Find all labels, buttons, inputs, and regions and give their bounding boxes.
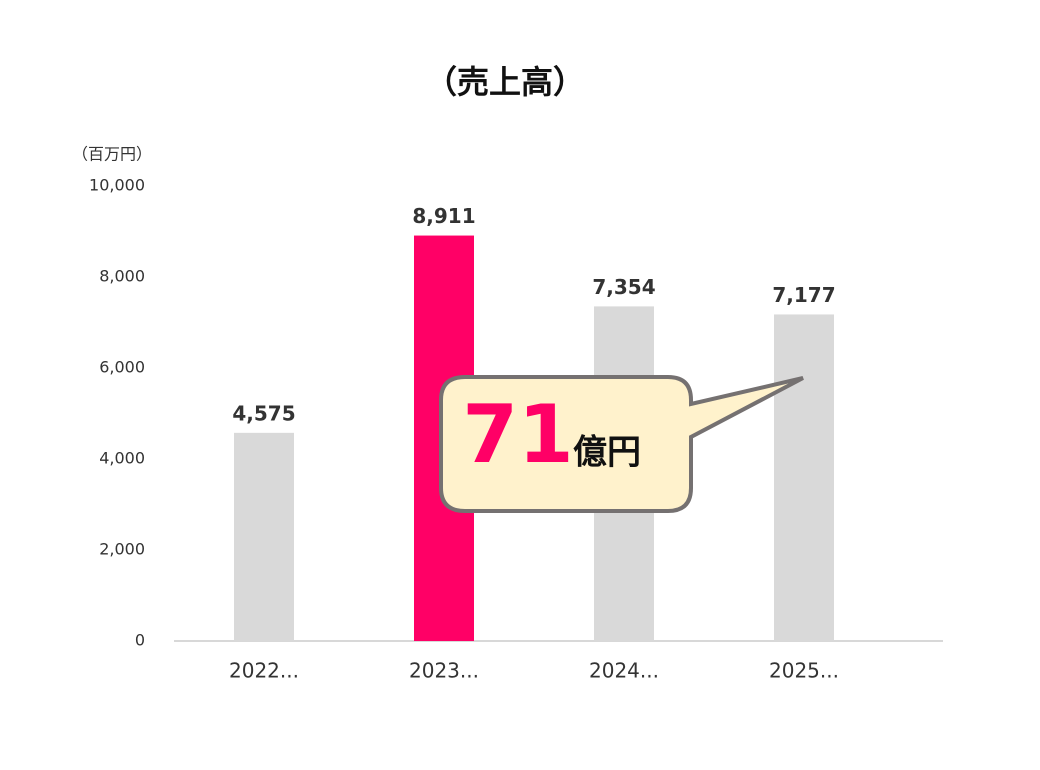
- bar: [774, 314, 834, 641]
- bar: [234, 432, 294, 641]
- callout-number: 71: [462, 388, 573, 481]
- x-tick-label: 2022...: [229, 659, 299, 683]
- y-tick-label: 2,000: [99, 540, 145, 559]
- y-tick-label: 8,000: [99, 267, 145, 286]
- value-label: 4,575: [232, 401, 295, 425]
- x-tick-label: 2023...: [409, 659, 479, 683]
- callout: 71 億円: [439, 375, 804, 513]
- y-tick-label: 4,000: [99, 449, 145, 468]
- x-tick-label: 2025...: [769, 659, 839, 683]
- y-tick-label: 10,000: [89, 176, 145, 195]
- value-label: 7,354: [592, 275, 655, 299]
- y-axis-label: （百万円）: [72, 145, 152, 164]
- y-tick-label: 6,000: [99, 358, 145, 377]
- chart-title: （売上高）: [425, 63, 585, 101]
- value-label: 7,177: [772, 283, 835, 307]
- x-tick-label: 2024...: [589, 659, 659, 683]
- callout-bubble: [439, 375, 804, 513]
- value-label: 8,911: [412, 204, 475, 228]
- callout-unit: 億円: [573, 433, 641, 473]
- y-tick-label: 0: [135, 631, 145, 650]
